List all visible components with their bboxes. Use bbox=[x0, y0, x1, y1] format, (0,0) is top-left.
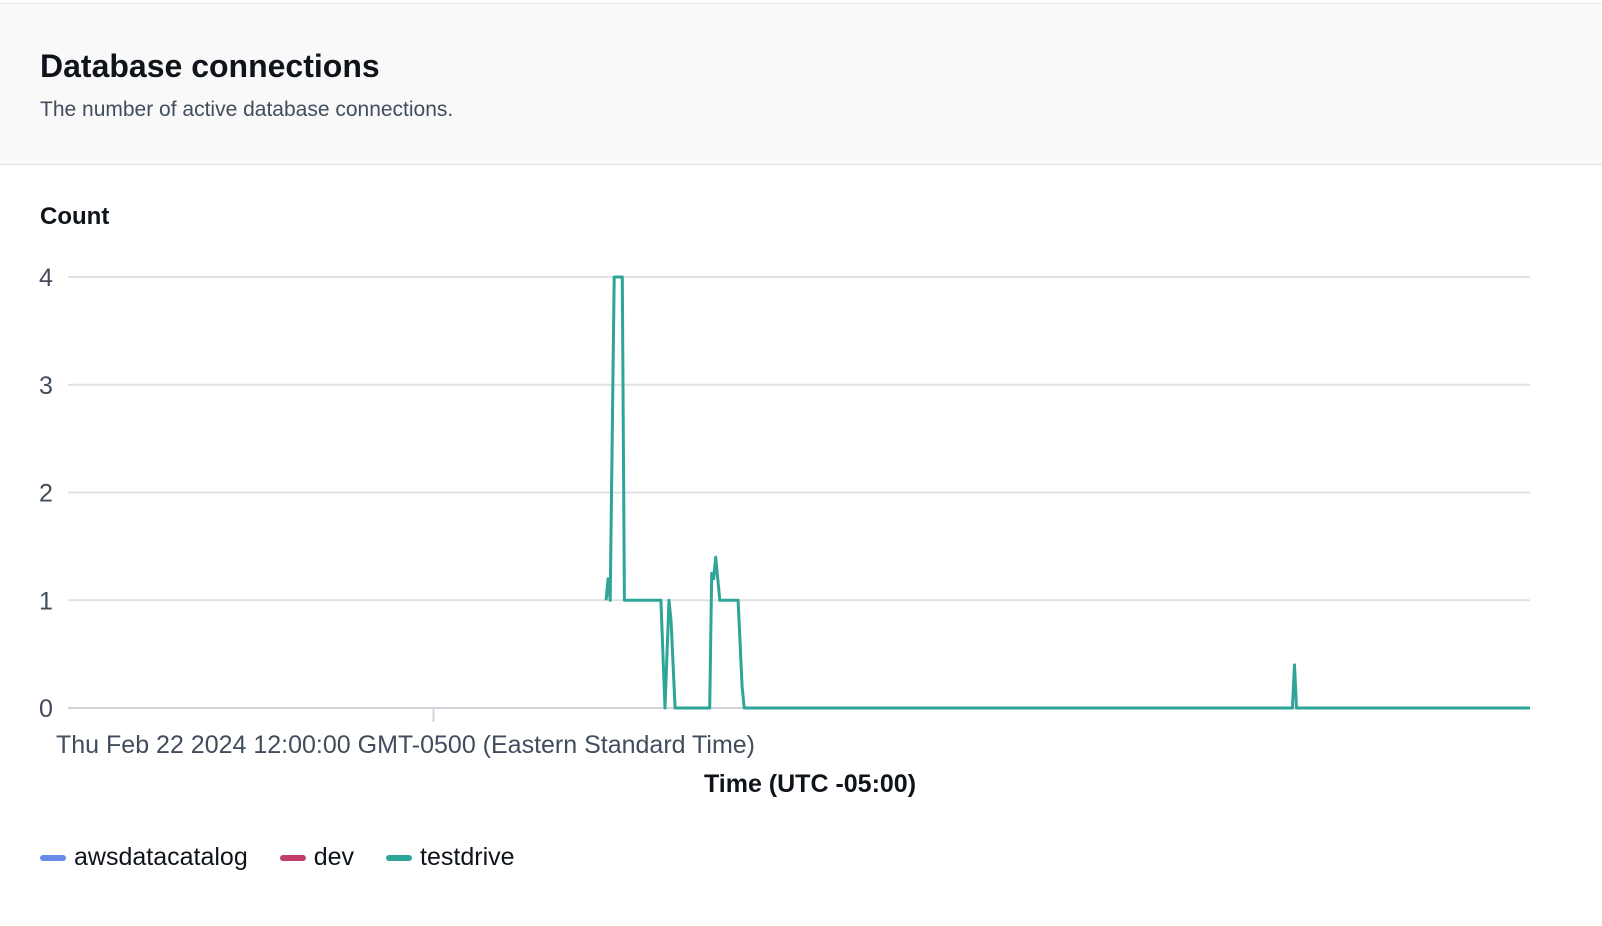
legend-label: dev bbox=[313, 843, 355, 871]
legend-item-testdrive[interactable]: testdrive bbox=[386, 843, 515, 872]
legend-item-dev[interactable]: dev bbox=[279, 843, 355, 872]
widget-subtitle: The number of active database connection… bbox=[40, 98, 454, 121]
y-axis-label: Count bbox=[40, 203, 110, 230]
y-tick-label: 1 bbox=[39, 587, 53, 615]
legend-swatch bbox=[40, 854, 66, 861]
x-tick-label: Thu Feb 22 2024 12:00:00 GMT-0500 (Easte… bbox=[56, 731, 755, 759]
x-axis-label: Time (UTC -05:00) bbox=[703, 770, 917, 798]
legend-swatch bbox=[279, 854, 306, 861]
widget-header: Database connections The number of activ… bbox=[0, 3, 1602, 165]
legend-item-awsdatacatalog[interactable]: awsdatacatalog bbox=[40, 843, 248, 872]
y-tick-label: 4 bbox=[39, 264, 53, 292]
widget-title: Database connections bbox=[40, 48, 380, 84]
legend: awsdatacatalog dev testdrive bbox=[40, 843, 515, 872]
legend-label: testdrive bbox=[420, 843, 515, 871]
series-line-testdrive bbox=[604, 275, 1530, 710]
y-tick-label: 2 bbox=[39, 480, 53, 508]
y-tick-label: 0 bbox=[39, 695, 53, 723]
legend-swatch bbox=[386, 854, 413, 861]
legend-label: awsdatacatalog bbox=[74, 843, 248, 871]
y-tick-label: 3 bbox=[39, 372, 53, 400]
